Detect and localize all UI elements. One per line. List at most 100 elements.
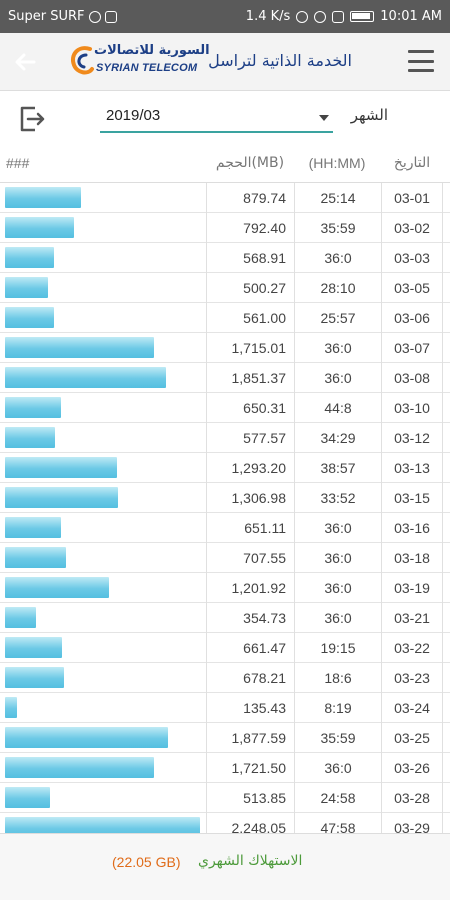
gallery-icon	[104, 10, 117, 23]
cell-time: 36:0	[294, 333, 381, 363]
footer: (22.05 GB) الاستهلاك الشهري	[0, 833, 450, 900]
cell-date: 03-03	[381, 243, 443, 273]
table-row: 1,851.37 36:0 03-08	[0, 363, 450, 393]
cell-volume: 568.91	[206, 243, 294, 273]
table-row: 707.55 36:0 03-18	[0, 543, 450, 573]
cell-date: 03-12	[381, 423, 443, 453]
usage-bar	[5, 667, 64, 688]
logout-icon[interactable]	[18, 105, 46, 133]
table-row: 1,293.20 38:57 03-13	[0, 453, 450, 483]
menu-button[interactable]	[408, 50, 434, 72]
usage-bar	[5, 787, 50, 808]
status-right: 1.4 K/s 10:01 AM	[246, 9, 442, 24]
cell-date: 03-10	[381, 393, 443, 423]
table-row: 1,877.59 35:59 03-25	[0, 723, 450, 753]
whatsapp-icon	[88, 10, 101, 23]
wifi-icon	[314, 10, 327, 23]
cell-volume: 678.21	[206, 663, 294, 693]
column-header-bar: ###	[6, 155, 30, 171]
cell-time: 36:0	[294, 543, 381, 573]
month-dropdown[interactable]: 2019/03	[100, 101, 333, 133]
usage-bar	[5, 367, 166, 388]
cell-time: 33:52	[294, 483, 381, 513]
cell-volume: 1,851.37	[206, 363, 294, 393]
table-row: 513.85 24:58 03-28	[0, 783, 450, 813]
table-row: 2,248.05 47:58 03-29	[0, 813, 450, 833]
table-row: 650.31 44:8 03-10	[0, 393, 450, 423]
cell-time: 36:0	[294, 243, 381, 273]
column-header-date: التاريخ	[393, 155, 431, 171]
usage-bar	[5, 817, 200, 833]
usage-bar	[5, 307, 54, 328]
table-header: ### الحجم(MB) (HH:MM) التاريخ	[0, 145, 450, 183]
cell-time: 47:58	[294, 813, 381, 833]
status-bar: Super SURF 1.4 K/s 10:01 AM	[0, 0, 450, 33]
usage-bar	[5, 427, 55, 448]
table-row: 1,306.98 33:52 03-15	[0, 483, 450, 513]
cell-time: 35:59	[294, 213, 381, 243]
cell-time: 44:8	[294, 393, 381, 423]
column-header-time: (HH:MM)	[308, 155, 366, 171]
cell-volume: 2,248.05	[206, 813, 294, 833]
usage-bar	[5, 757, 154, 778]
cell-volume: 651.11	[206, 513, 294, 543]
cell-time: 24:58	[294, 783, 381, 813]
monthly-total-label: الاستهلاك الشهري	[198, 853, 303, 869]
monthly-total-value: (22.05 GB)	[112, 854, 181, 870]
usage-bar	[5, 187, 81, 208]
table-row: 500.27 28:10 03-05	[0, 273, 450, 303]
table-row: 354.73 36:0 03-21	[0, 603, 450, 633]
cell-date: 03-01	[381, 183, 443, 213]
cell-volume: 1,293.20	[206, 453, 294, 483]
cell-volume: 354.73	[206, 603, 294, 633]
cell-date: 03-28	[381, 783, 443, 813]
cell-volume: 561.00	[206, 303, 294, 333]
cell-volume: 1,877.59	[206, 723, 294, 753]
cell-time: 35:59	[294, 723, 381, 753]
table-row: 792.40 35:59 03-02	[0, 213, 450, 243]
table-row: 651.11 36:0 03-16	[0, 513, 450, 543]
back-button[interactable]	[10, 47, 40, 77]
usage-bar	[5, 577, 109, 598]
cell-time: 36:0	[294, 603, 381, 633]
status-left: Super SURF	[8, 9, 117, 24]
table-row: 568.91 36:0 03-03	[0, 243, 450, 273]
usage-bar	[5, 217, 74, 238]
cell-volume: 1,201.92	[206, 573, 294, 603]
usage-table[interactable]: ### الحجم(MB) (HH:MM) التاريخ 879.74 25:1…	[0, 145, 450, 833]
cell-date: 03-13	[381, 453, 443, 483]
cell-date: 03-08	[381, 363, 443, 393]
cell-volume: 577.57	[206, 423, 294, 453]
cell-date: 03-15	[381, 483, 443, 513]
cell-volume: 792.40	[206, 213, 294, 243]
network-speed: 1.4 K/s	[245, 9, 291, 24]
hamburger-icon-line	[408, 59, 434, 63]
cell-time: 19:15	[294, 633, 381, 663]
table-row: 678.21 18:6 03-23	[0, 663, 450, 693]
table-row: 577.57 34:29 03-12	[0, 423, 450, 453]
cell-volume: 661.47	[206, 633, 294, 663]
cell-volume: 1,306.98	[206, 483, 294, 513]
usage-bar	[5, 277, 48, 298]
cell-date: 03-19	[381, 573, 443, 603]
usage-bar	[5, 547, 66, 568]
cell-time: 18:6	[294, 663, 381, 693]
arrow-left-icon	[15, 53, 36, 71]
hamburger-icon-line	[408, 50, 434, 53]
cell-date: 03-23	[381, 663, 443, 693]
cell-time: 34:29	[294, 423, 381, 453]
cell-date: 03-07	[381, 333, 443, 363]
usage-bar	[5, 397, 61, 418]
month-value: 2019/03	[106, 107, 161, 124]
table-row: 879.74 25:14 03-01	[0, 183, 450, 213]
usage-bar	[5, 607, 36, 628]
cell-volume: 513.85	[206, 783, 294, 813]
cell-date: 03-22	[381, 633, 443, 663]
logo-mark-icon	[71, 46, 94, 75]
cell-volume: 1,721.50	[206, 753, 294, 783]
cell-volume: 650.31	[206, 393, 294, 423]
cell-date: 03-21	[381, 603, 443, 633]
cell-time: 36:0	[294, 363, 381, 393]
hamburger-icon-line	[408, 69, 434, 72]
alarm-icon	[296, 10, 309, 23]
